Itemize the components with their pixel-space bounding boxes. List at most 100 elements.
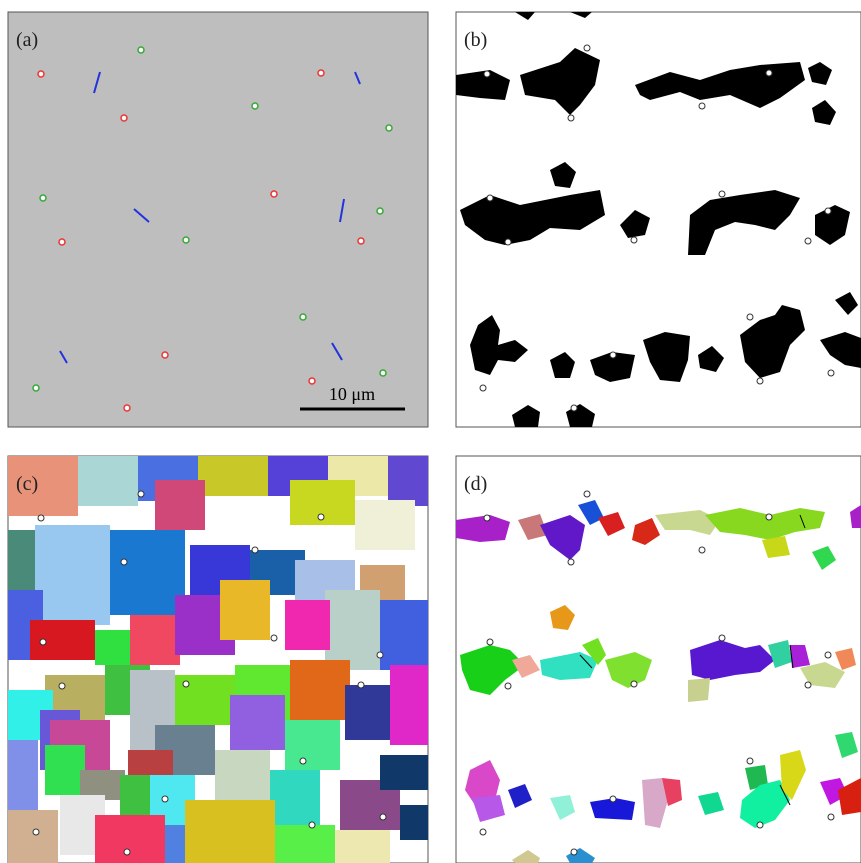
marker xyxy=(318,514,324,520)
panel-label: (d) xyxy=(464,473,487,495)
marker xyxy=(571,849,577,855)
marker xyxy=(38,515,44,521)
marker xyxy=(358,238,364,244)
marker xyxy=(33,829,39,835)
marker xyxy=(631,681,637,687)
grain xyxy=(290,660,350,720)
grain xyxy=(355,500,415,550)
marker xyxy=(59,683,65,689)
grain xyxy=(30,620,95,660)
marker xyxy=(719,635,725,641)
grain xyxy=(230,695,285,750)
marker xyxy=(719,191,725,197)
marker xyxy=(487,639,493,645)
marker xyxy=(757,822,763,828)
marker xyxy=(610,352,616,358)
marker xyxy=(386,125,392,131)
grain xyxy=(390,665,428,745)
marker xyxy=(747,314,753,320)
grain xyxy=(215,750,270,800)
grain xyxy=(8,740,38,810)
grain xyxy=(110,530,185,615)
grain xyxy=(335,830,390,863)
grain xyxy=(285,600,330,650)
marker xyxy=(377,208,383,214)
marker xyxy=(699,103,705,109)
marker xyxy=(358,682,364,688)
panel-background xyxy=(8,12,428,427)
panel-d: (d) xyxy=(456,456,861,863)
marker xyxy=(825,208,831,214)
grain xyxy=(8,810,58,863)
grain xyxy=(78,456,138,506)
panel-label: (b) xyxy=(464,29,487,51)
grain xyxy=(285,720,340,770)
marker xyxy=(59,239,65,245)
grain xyxy=(130,615,180,665)
marker xyxy=(699,547,705,553)
grain xyxy=(185,800,275,863)
marker xyxy=(480,829,486,835)
grain xyxy=(198,456,268,496)
panel-c: (c) xyxy=(8,456,428,863)
panel-label: (c) xyxy=(16,473,38,495)
marker xyxy=(484,515,490,521)
marker xyxy=(805,682,811,688)
scale-bar-label: 10 μm xyxy=(329,384,375,404)
figure: 10 μm (a) (b) (c) xyxy=(0,0,861,863)
grain xyxy=(35,525,110,625)
marker xyxy=(568,559,574,565)
grain xyxy=(380,600,428,670)
panel-label: (a) xyxy=(16,29,38,51)
marker xyxy=(487,195,493,201)
marker xyxy=(300,314,306,320)
panel-b: (b) xyxy=(456,12,861,427)
marker xyxy=(138,491,144,497)
marker xyxy=(380,370,386,376)
marker xyxy=(252,547,258,553)
grain xyxy=(45,745,85,795)
marker xyxy=(766,70,772,76)
particle xyxy=(688,678,710,702)
marker xyxy=(380,814,386,820)
marker xyxy=(805,238,811,244)
grain xyxy=(325,590,380,670)
marker xyxy=(309,822,315,828)
grain xyxy=(220,580,270,640)
grain xyxy=(400,805,428,840)
grain xyxy=(95,630,135,665)
panel-a: 10 μm (a) xyxy=(8,12,428,427)
marker xyxy=(183,681,189,687)
marker xyxy=(571,405,577,411)
marker xyxy=(631,237,637,243)
marker xyxy=(505,239,511,245)
marker xyxy=(318,70,324,76)
marker xyxy=(40,195,46,201)
marker xyxy=(309,378,315,384)
grain xyxy=(155,480,205,530)
marker xyxy=(747,758,753,764)
marker xyxy=(757,378,763,384)
marker xyxy=(183,237,189,243)
marker xyxy=(828,370,834,376)
marker xyxy=(766,514,772,520)
marker xyxy=(584,45,590,51)
grain xyxy=(275,825,335,863)
marker xyxy=(38,71,44,77)
marker xyxy=(124,405,130,411)
marker xyxy=(271,191,277,197)
grain xyxy=(380,755,428,790)
marker xyxy=(610,796,616,802)
grain xyxy=(270,770,320,830)
marker xyxy=(484,71,490,77)
marker xyxy=(121,115,127,121)
grain xyxy=(388,456,428,506)
marker xyxy=(252,103,258,109)
marker xyxy=(480,385,486,391)
marker xyxy=(584,491,590,497)
marker xyxy=(124,849,130,855)
marker xyxy=(40,639,46,645)
marker xyxy=(568,115,574,121)
marker xyxy=(33,385,39,391)
marker xyxy=(271,635,277,641)
